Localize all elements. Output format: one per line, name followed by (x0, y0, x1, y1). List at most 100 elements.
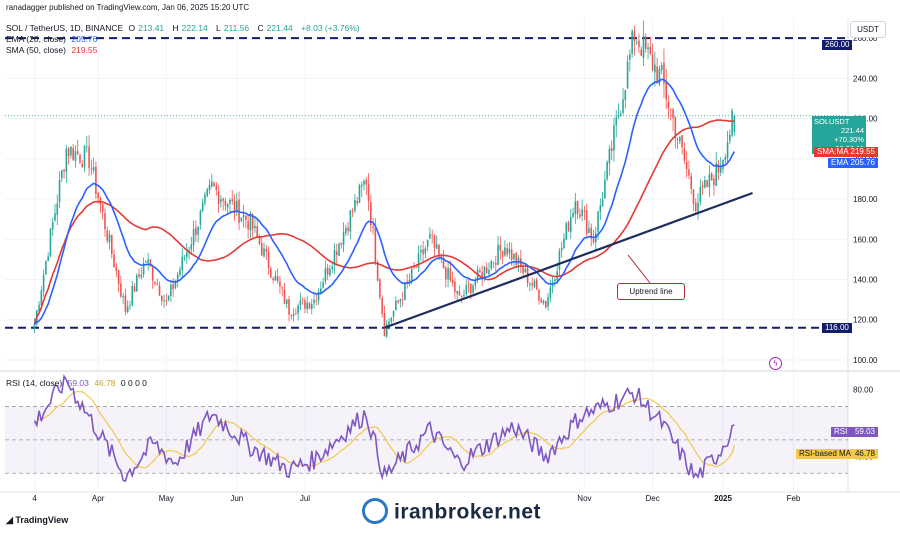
uptrend-annotation[interactable]: Uptrend line (617, 283, 685, 300)
candle-body (138, 273, 140, 277)
candle-body (569, 217, 572, 233)
candle-body (613, 125, 615, 151)
candle-body (331, 266, 333, 269)
candle-body (322, 282, 324, 288)
candle-body (83, 146, 86, 168)
candle-body (54, 213, 56, 221)
candle-body (660, 64, 663, 71)
candle-body (474, 281, 477, 286)
candle-body (47, 256, 49, 262)
candle-body (510, 249, 513, 260)
ohlc-close: C 221.44 (258, 23, 296, 33)
candle-body (290, 315, 293, 317)
candle-body (572, 212, 574, 218)
candle-body (479, 270, 481, 273)
candle-body (365, 180, 368, 185)
candle-body (451, 279, 454, 284)
candle-body (644, 36, 647, 49)
candle-body (88, 146, 90, 168)
candle-body (615, 117, 618, 126)
candle-body (63, 169, 65, 172)
sma-legend[interactable]: SMA (50, close) 219.55 (6, 45, 100, 55)
candle-body (131, 286, 134, 306)
candle-body (506, 248, 508, 255)
candle-body (490, 261, 493, 269)
candle-body (204, 194, 206, 204)
candle-body (213, 183, 215, 186)
candle-body (335, 251, 338, 255)
candle-body (565, 223, 568, 240)
candle-body (122, 295, 124, 297)
candle-body (197, 226, 199, 235)
candle-body (149, 259, 152, 267)
candle-body (642, 35, 645, 59)
candle-body (533, 280, 536, 287)
ohlc-low-label: L (216, 23, 221, 33)
candle-body (410, 268, 413, 281)
candle-body (58, 179, 61, 203)
candle-body (92, 167, 95, 171)
candle-body (442, 257, 445, 269)
candle-body (104, 213, 106, 230)
candle-body (658, 68, 661, 84)
level-116-tag: 116.00 (822, 323, 852, 333)
last-price-values: SOLUSDT 221.44 (814, 117, 864, 135)
candle-body (76, 151, 79, 155)
candle-body (304, 300, 306, 309)
candle-body (694, 203, 697, 211)
candle-body (285, 299, 288, 304)
candle-body (588, 228, 590, 233)
ohlc-high: H 222.14 (173, 23, 211, 33)
currency-button[interactable]: USDT (850, 21, 886, 38)
level-260-tag: 260.00 (822, 40, 853, 50)
candle-body (651, 54, 654, 71)
tradingview-logo-icon: ◢ (6, 515, 16, 525)
alert-icon[interactable]: ϟ (769, 357, 782, 370)
candle-body (390, 317, 393, 322)
candle-body (542, 300, 545, 304)
candle-body (158, 285, 161, 296)
candle-body (49, 228, 52, 257)
candle-body (324, 268, 327, 282)
ema-legend-value: 205.76 (71, 34, 98, 44)
ema-legend[interactable]: EMA (20, close) 205.76 (6, 34, 100, 44)
candle-body (160, 295, 163, 302)
candle-body (247, 220, 249, 230)
rsi-legend-label: RSI (14, close) (6, 378, 63, 388)
candle-body (190, 244, 193, 250)
candle-body (585, 210, 588, 234)
sma-price-tag-value: 219.55 (850, 147, 875, 156)
candle-body (638, 40, 640, 48)
rsi-line (33, 374, 735, 483)
candle-body (265, 248, 268, 252)
rsi-legend[interactable]: RSI (14, close) 59.03 46.78 0 0 0 0 (6, 378, 150, 388)
candle-body (576, 200, 579, 215)
candle-body (413, 267, 415, 269)
candle-body (310, 303, 313, 309)
candle-body (165, 300, 168, 302)
candle-body (456, 290, 458, 294)
candle-body (592, 238, 595, 243)
candle-body (113, 254, 115, 268)
candle-body (547, 297, 549, 307)
candle-body (233, 200, 236, 214)
candle-body (558, 250, 561, 270)
candle-body (731, 110, 733, 136)
candle-body (513, 253, 515, 260)
candle-body (229, 200, 231, 204)
candle-body (563, 238, 565, 249)
tradingview-brand[interactable]: ◢ TradingView (6, 515, 68, 526)
watermark-logo-icon (362, 498, 388, 524)
candle-body (449, 268, 452, 281)
candle-body (717, 163, 720, 173)
candle-body (606, 161, 608, 179)
ema-price-tag: EMA 205.76 (828, 158, 878, 168)
candle-body (665, 82, 668, 100)
candle-body (199, 210, 202, 225)
candle-body (345, 227, 347, 234)
candle-body (372, 226, 374, 229)
candle-body (360, 184, 363, 187)
candle-body (685, 162, 688, 170)
candle-body (640, 49, 643, 56)
